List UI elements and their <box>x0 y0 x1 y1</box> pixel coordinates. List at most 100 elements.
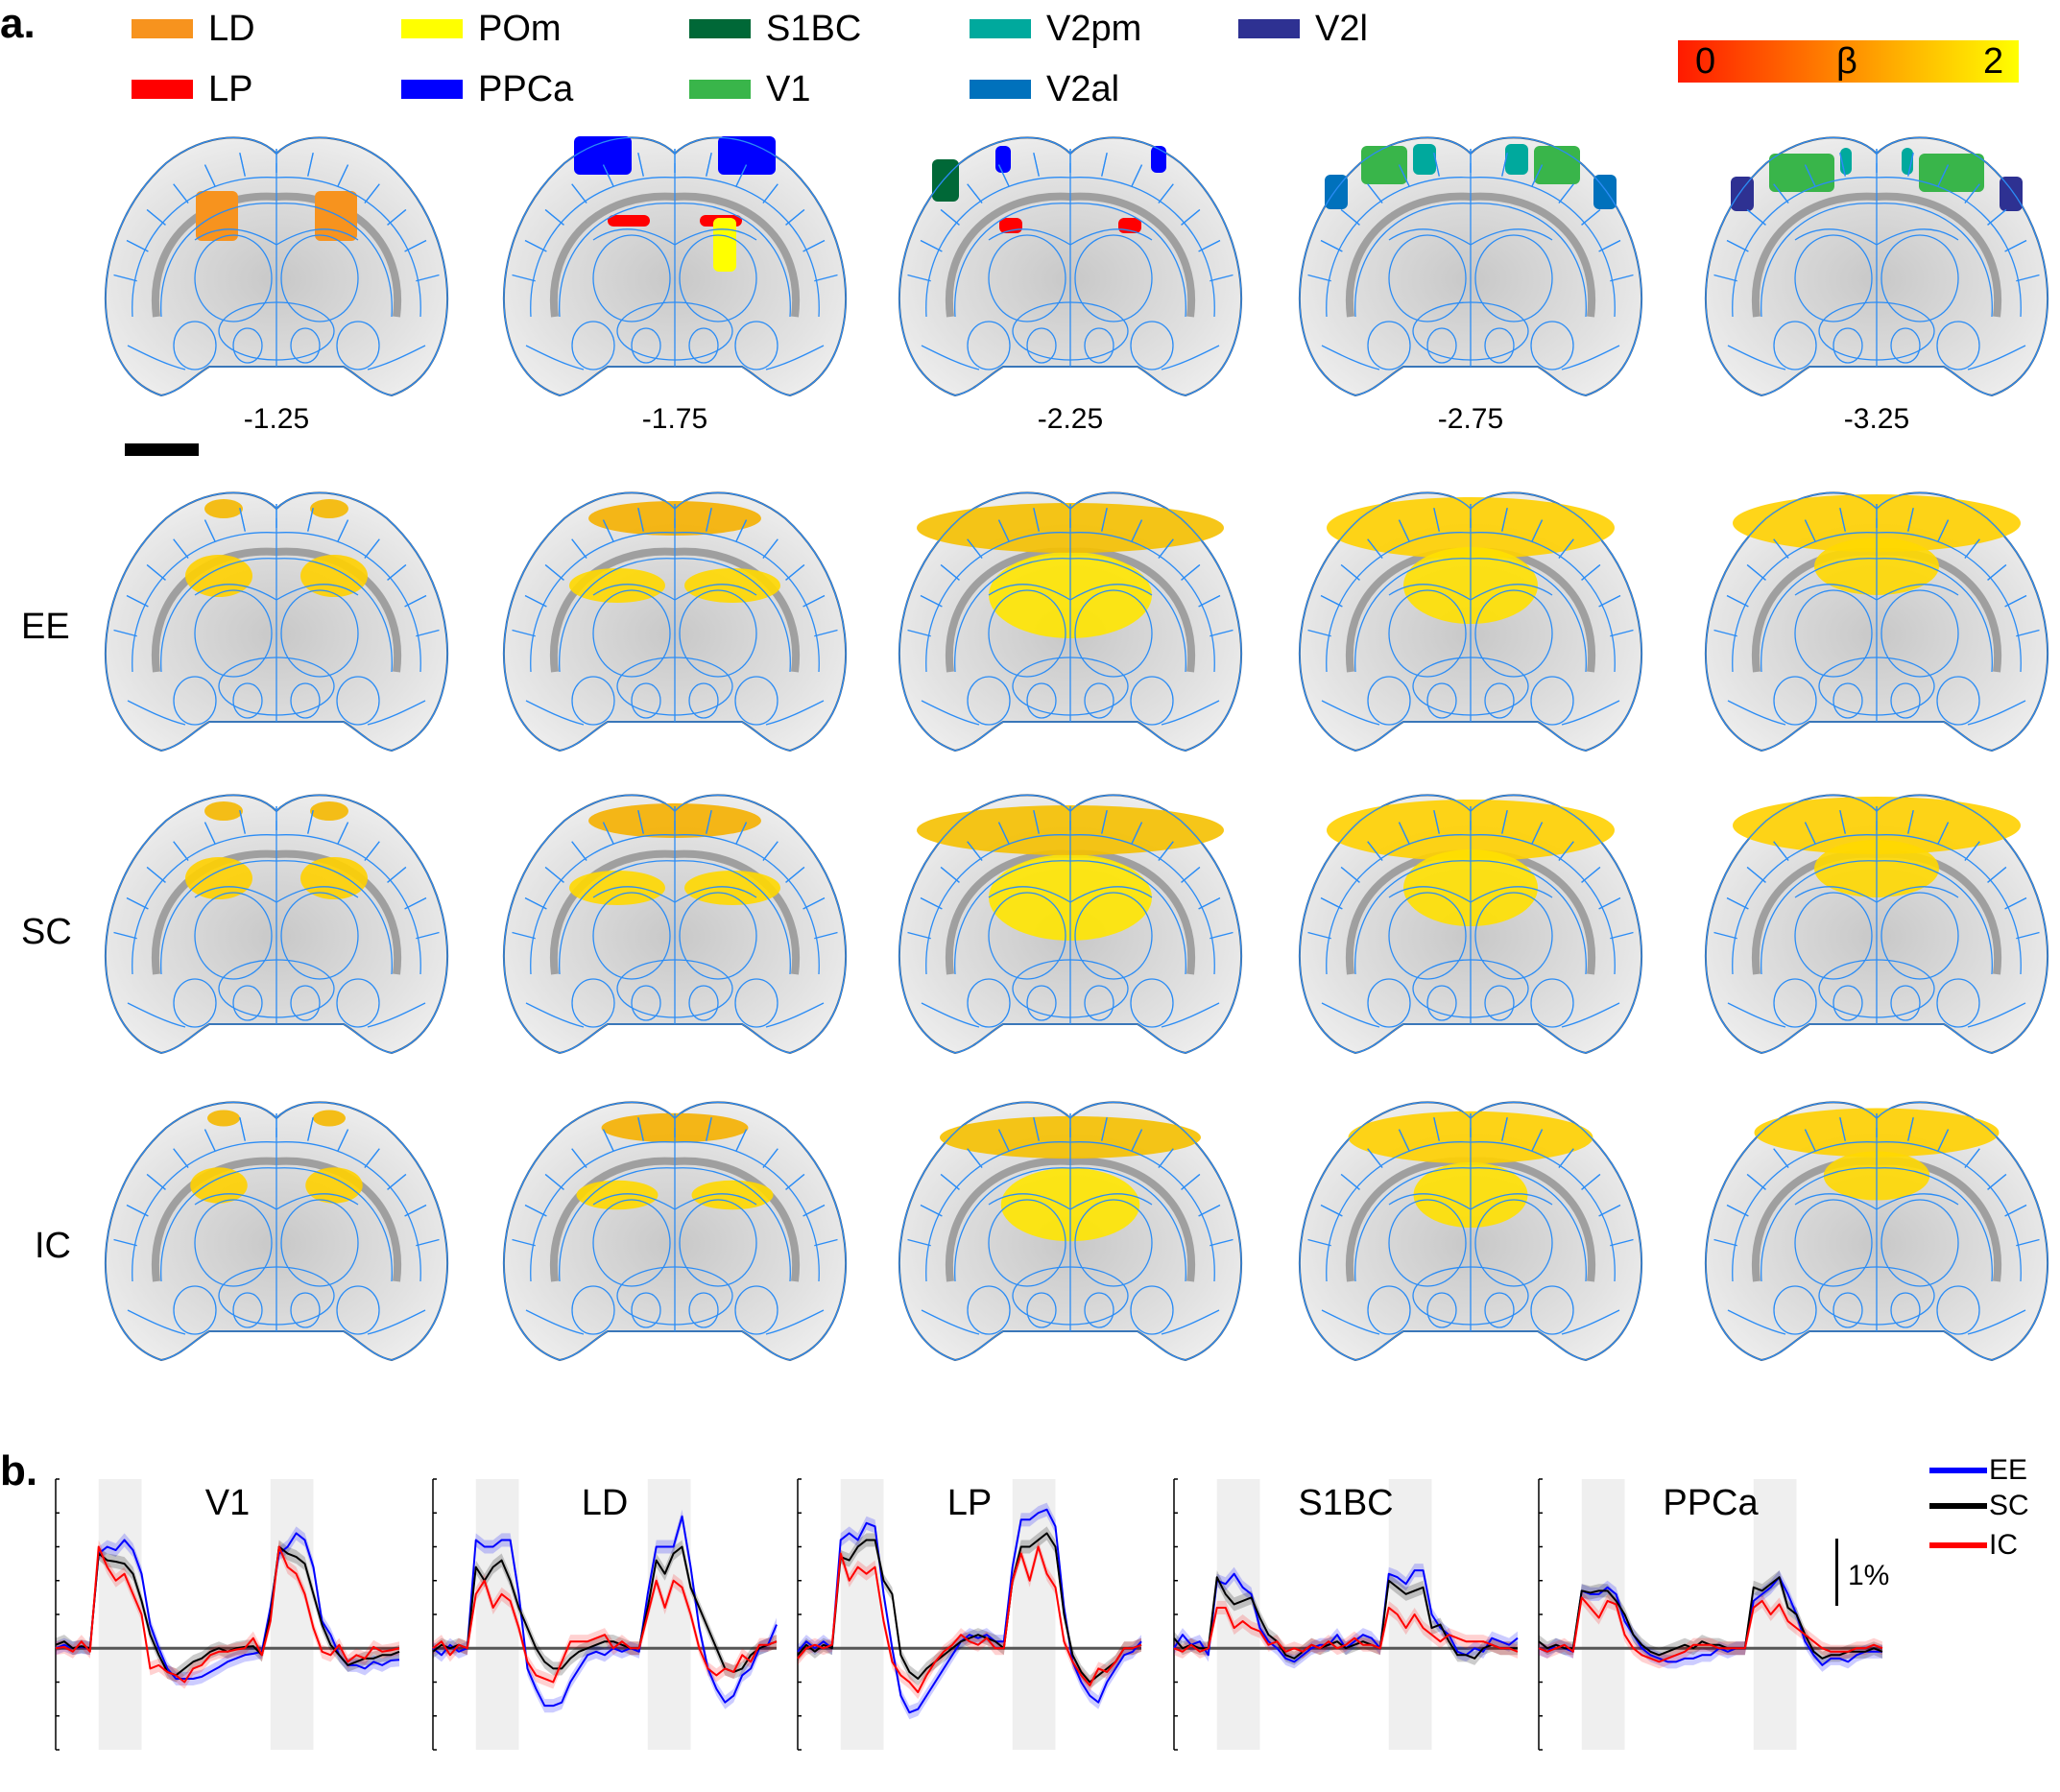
region-ld <box>315 191 357 241</box>
stimulus-window <box>1753 1479 1797 1750</box>
error-band-sc <box>1539 1570 1882 1665</box>
stimulus-window <box>475 1479 519 1750</box>
legend-item-v2pm: V2pm <box>970 8 1141 50</box>
series-line-sc <box>1173 1576 1518 1660</box>
series-line-ic <box>432 1579 778 1684</box>
region-ppca <box>574 136 632 175</box>
legend-item-pom: POm <box>401 8 562 50</box>
legend-label: IC <box>1989 1529 2018 1561</box>
legend-label: PPCa <box>478 68 574 109</box>
activation-blob <box>204 801 243 821</box>
legend-label: V2l <box>1315 8 1368 49</box>
legend-label: V1 <box>766 68 811 109</box>
timecourse-charts <box>55 1478 1883 1751</box>
slice-position-label: -1.25 <box>243 403 310 435</box>
error-band-sc <box>1174 1570 1518 1665</box>
region-ppca <box>995 146 1011 173</box>
atlas-slice <box>104 136 449 397</box>
atlas-outlines <box>105 794 448 1054</box>
stimulus-window <box>1581 1479 1625 1750</box>
legend-label: V2pm <box>1046 8 1142 49</box>
colorbar-max-label: 2 <box>1983 41 2004 82</box>
series-line-ee <box>797 1508 1142 1714</box>
region-v1 <box>1534 146 1580 184</box>
chart-title: V1 <box>204 1483 251 1523</box>
region-s1bc <box>932 159 959 202</box>
atlas-outlines <box>503 1101 847 1361</box>
panel-ld <box>432 1478 778 1751</box>
stimulus-window <box>840 1479 884 1750</box>
stimulus-window <box>98 1479 142 1750</box>
slice-position-label: -2.25 <box>1037 403 1104 435</box>
activation-slice-sc <box>502 794 848 1055</box>
region-lp <box>608 215 650 227</box>
activation-blob <box>313 1110 346 1127</box>
region-ppca <box>1151 146 1166 173</box>
activation-slice-sc <box>104 794 449 1055</box>
colorbar-mid-label: β <box>1836 41 1857 82</box>
atlas-outlines <box>898 1101 1242 1361</box>
chart-title: PPCa <box>1663 1483 1759 1523</box>
condition-row-label: IC <box>35 1226 71 1266</box>
stimulus-window <box>270 1479 314 1750</box>
legend-swatch <box>401 80 463 99</box>
legend-item-lp: LP <box>132 68 252 110</box>
slice-position-label: -3.25 <box>1843 403 1910 435</box>
activation-blob <box>300 555 368 597</box>
legend-label: EE <box>1989 1454 2028 1486</box>
atlas-outlines <box>105 491 448 752</box>
legend-label: SC <box>1989 1490 2029 1521</box>
activation-slice-ee <box>104 491 449 753</box>
atlas-outlines <box>1705 136 2048 396</box>
activation-slice-ic <box>1704 1101 2049 1362</box>
atlas-outlines <box>105 136 448 396</box>
activation-blob <box>310 499 348 518</box>
activation-slice-ee <box>1298 491 1643 753</box>
atlas-outlines <box>898 491 1242 752</box>
region-v2al <box>1325 175 1348 209</box>
atlas-outlines <box>1299 1101 1642 1361</box>
series-line-ic <box>55 1545 400 1684</box>
region-v2l <box>1731 177 1754 211</box>
activation-slice-ic <box>898 1101 1243 1362</box>
series-line-sc <box>797 1532 1142 1684</box>
atlas-slice <box>1704 136 2049 397</box>
atlas-slice <box>898 136 1243 397</box>
legend-swatch <box>401 19 463 38</box>
series-line-ic <box>1173 1606 1519 1653</box>
atlas-outlines <box>1299 491 1642 752</box>
atlas-outlines <box>1705 794 2048 1054</box>
legend-swatch <box>132 19 193 38</box>
activation-blob <box>185 857 252 899</box>
atlas-slice <box>1298 136 1643 397</box>
legend-line <box>1929 1503 1987 1509</box>
legend-label: POm <box>478 8 562 49</box>
atlas-outlines <box>503 491 847 752</box>
activation-slice-sc <box>1298 794 1643 1055</box>
atlas-outlines <box>1705 491 2048 752</box>
legend-swatch <box>970 80 1031 99</box>
chart-title: S1BC <box>1298 1483 1394 1523</box>
atlas-outlines <box>503 136 847 396</box>
region-v2al <box>1593 175 1617 209</box>
legend-item-ld: LD <box>132 8 255 50</box>
legend-line <box>1929 1542 1987 1548</box>
legend-entry-ic: IC <box>1929 1529 2018 1562</box>
activation-slice-ic <box>104 1101 449 1362</box>
legend-swatch <box>689 80 751 99</box>
panel-lp <box>797 1478 1142 1751</box>
scale-bar-label: 1% <box>1848 1560 1890 1591</box>
legend-item-v1: V1 <box>689 68 810 110</box>
series-line-ic <box>1538 1596 1883 1663</box>
panel-s1bc <box>1173 1478 1519 1751</box>
series-line-ee <box>1538 1576 1882 1666</box>
chart-title: LP <box>946 1483 993 1523</box>
region-ld <box>196 191 238 241</box>
activation-blob <box>190 1167 248 1204</box>
atlas-outlines <box>898 794 1242 1054</box>
legend-item-v2l: V2l <box>1238 8 1368 50</box>
activation-blob <box>204 499 243 518</box>
error-band-sc <box>56 1540 399 1683</box>
panel-ppca <box>1538 1478 1883 1751</box>
legend-item-s1bc: S1BC <box>689 8 861 50</box>
